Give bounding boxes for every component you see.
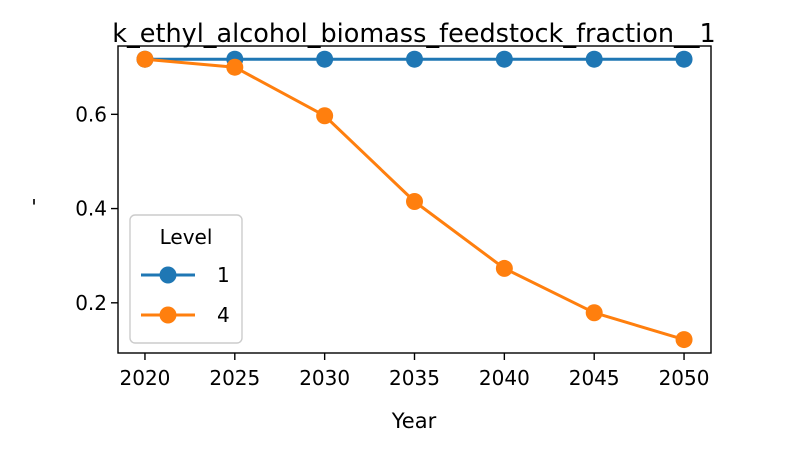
legend-label-1: 1: [217, 263, 230, 287]
series-1-point: [675, 50, 693, 68]
series-4-point: [226, 58, 244, 76]
legend-entries: 14: [141, 263, 230, 327]
series-1-point: [406, 50, 423, 68]
legend-marker-1: [159, 266, 177, 284]
legend-title: Level: [160, 225, 213, 249]
series-4-point: [136, 50, 154, 68]
series-layer: [136, 50, 693, 349]
x-tick-label: 2045: [569, 366, 620, 390]
legend-box: [129, 214, 243, 344]
x-tick-label: 2035: [389, 366, 440, 390]
series-4-point: [406, 193, 423, 211]
chart-title: k_ethyl_alcohol_biomass_feedstock_fracti…: [112, 19, 716, 49]
y-tick-label: 0.6: [75, 102, 107, 126]
legend: Level 14: [129, 214, 243, 344]
x-tick-label: 2020: [120, 366, 171, 390]
series-4-point: [585, 304, 603, 322]
series-4-point: [495, 259, 513, 277]
series-4-point: [316, 107, 334, 125]
legend-marker-4: [159, 306, 177, 324]
x-tick-label: 2025: [209, 366, 260, 390]
legend-label-4: 4: [217, 303, 230, 327]
x-tick-label: 2030: [299, 366, 350, 390]
x-tick-label: 2050: [659, 366, 710, 390]
series-1-point: [495, 50, 513, 68]
series-4-point: [675, 331, 693, 349]
y-axis-label: ': [31, 195, 37, 219]
series-1-point: [585, 50, 603, 68]
x-axis-label: Year: [391, 409, 437, 433]
x-tick-label: 2040: [479, 366, 530, 390]
x-axis-ticks: 2020 2025 2030 2035 2040 2045 2050: [120, 353, 710, 390]
axes-frame: [117, 45, 712, 354]
y-axis-ticks: 0.2 0.4 0.6: [75, 102, 118, 315]
series-4: [136, 50, 693, 349]
plot-area: 2020 2025 2030 2035 2040 2045 2050 0.2 0.4 0.6: [75, 45, 712, 390]
series-1-point: [316, 50, 334, 68]
y-tick-label: 0.4: [75, 197, 107, 221]
y-tick-label: 0.2: [75, 291, 107, 315]
